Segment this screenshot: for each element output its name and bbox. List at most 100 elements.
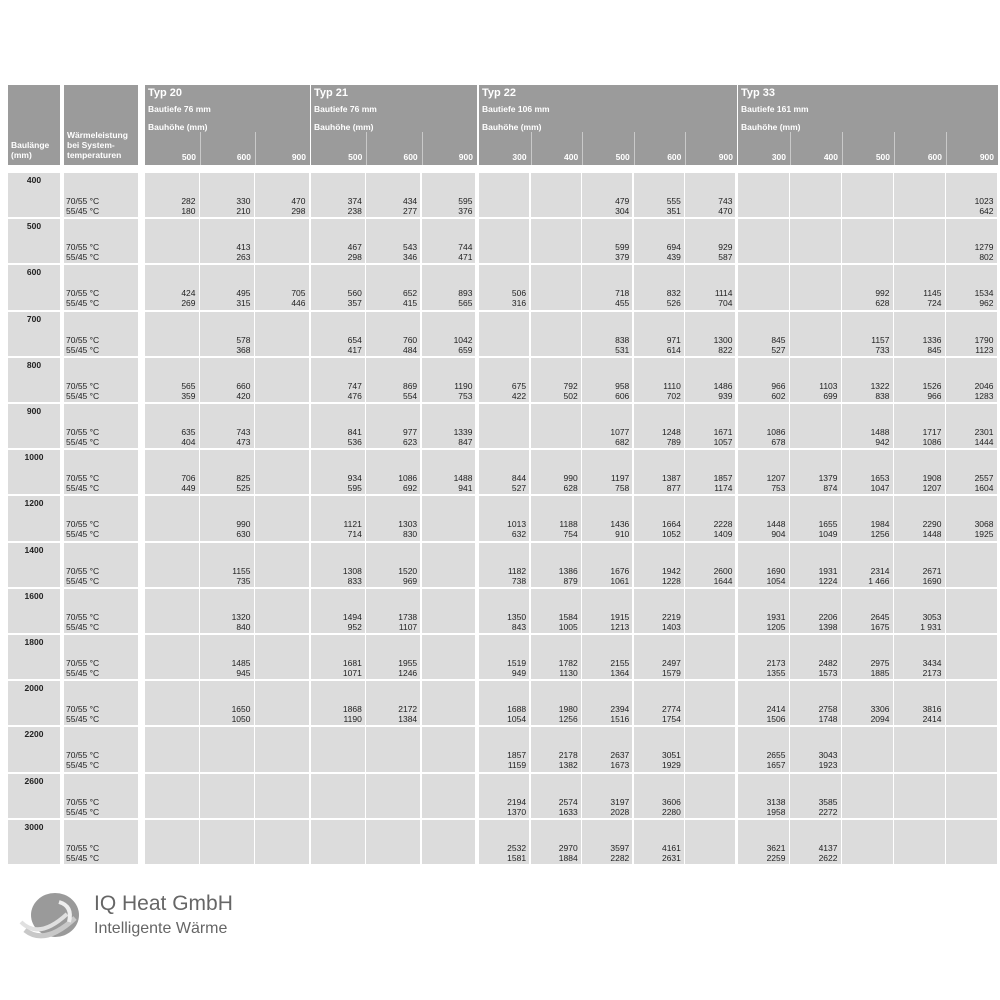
row-length: 400	[26, 175, 42, 185]
value-55-45: 952	[347, 621, 362, 632]
value-55-45: 910	[615, 529, 630, 540]
table-cell: 2970 1884	[530, 819, 581, 864]
table-cell: 1086 678	[738, 404, 789, 449]
value-70-55: 966	[771, 380, 786, 391]
table-cell: 929 587	[685, 219, 736, 264]
value-70-55: 869	[402, 380, 418, 391]
table-cell	[894, 173, 945, 218]
value-55-45: 422	[511, 390, 527, 401]
value-70-55: 543	[402, 242, 418, 253]
table-cell: 1984 1256	[842, 496, 893, 541]
table-cell	[894, 727, 945, 772]
table-cell	[738, 173, 789, 218]
table-cell	[894, 819, 945, 864]
table-cell: 1486 939	[685, 357, 736, 402]
table-cell: 832 526	[633, 265, 684, 310]
value-55-45: 802	[979, 252, 994, 263]
table-cell: 1279 802	[946, 219, 997, 264]
value-70-55: 467	[347, 242, 362, 253]
value-70-55: 555	[666, 196, 681, 206]
value-70-55: 1339	[453, 427, 473, 437]
value-55-45: 754	[563, 529, 578, 540]
value-70-55: 1526	[922, 380, 942, 391]
value-70-55: 844	[511, 473, 527, 484]
table-cell	[685, 819, 736, 864]
value-55-45: 1071	[342, 668, 362, 678]
value-55-45: 439	[666, 252, 681, 263]
row-length: 2200	[24, 729, 44, 740]
value-70-55: 2574	[558, 796, 578, 807]
value-70-55: 1086	[398, 473, 418, 484]
value-70-55: 1942	[661, 565, 681, 576]
value-70-55: 705	[291, 288, 306, 299]
temp-55-45: 55/45 °C	[66, 621, 100, 632]
value-70-55: 3197	[610, 796, 630, 807]
value-70-55: 479	[615, 196, 630, 206]
value-55-45: 602	[771, 390, 786, 401]
value-55-45: 879	[563, 575, 578, 586]
value-55-45: 1057	[713, 437, 733, 447]
value-70-55: 1931	[818, 565, 838, 576]
table-cell: 424 269	[145, 265, 199, 310]
value-55-45: 1123	[975, 344, 994, 355]
table-cell: 1303 830	[366, 496, 421, 541]
table-cell: 1379 874	[790, 450, 841, 495]
table-cell: 635 404	[145, 404, 199, 449]
table-cell: 1690 1054	[738, 542, 789, 587]
value-55-45: 1086	[922, 437, 942, 447]
table-cell: 1931 1205	[738, 588, 789, 633]
value-55-45: 1644	[713, 575, 733, 586]
table-cell	[255, 542, 309, 587]
table-cell: 893 565	[421, 265, 476, 310]
table-cell: 470 298	[255, 173, 309, 218]
temp-55-45: 55/45 °C	[66, 298, 100, 309]
value-55-45: 1579	[661, 668, 681, 678]
value-70-55: 958	[615, 380, 630, 391]
value-55-45: 1448	[922, 529, 942, 540]
value-55-45: 904	[771, 529, 786, 540]
row-temperature-cell: 70/55 °C 55/45 °C	[64, 357, 138, 402]
value-70-55: 330	[236, 196, 251, 206]
row-temperature-cell: 70/55 °C 55/45 °C	[64, 588, 138, 633]
row-temperature-cell: 70/55 °C 55/45 °C	[64, 404, 138, 449]
table-cell: 1103 699	[790, 357, 841, 402]
table-cell: 374 238	[311, 173, 365, 218]
table-cell	[255, 219, 309, 264]
value-70-55: 560	[347, 288, 362, 299]
value-55-45: 628	[875, 298, 890, 309]
value-55-45: 1573	[818, 668, 838, 678]
row-length: 800	[26, 359, 42, 370]
value-55-45: 1050	[231, 714, 251, 725]
value-55-45: 415	[402, 298, 418, 309]
value-70-55: 470	[291, 196, 306, 206]
row-length-cell: 900	[8, 404, 60, 449]
table-cell: 4161 2631	[633, 819, 684, 864]
table-cell: 1790 1123	[946, 311, 997, 356]
row-length-cell: 400	[8, 173, 60, 218]
table-cell: 1182 738	[479, 542, 530, 587]
value-55-45: 471	[458, 252, 473, 263]
column-header-height: 400	[823, 152, 838, 162]
value-70-55: 1688	[507, 704, 527, 715]
value-55-45: 1364	[610, 668, 630, 678]
value-55-45: 531	[615, 344, 630, 355]
table-cell: 2574 1633	[530, 773, 581, 818]
table-cell: 1448 904	[738, 496, 789, 541]
table-cell	[790, 173, 841, 218]
table-cell	[421, 727, 476, 772]
value-55-45: 1256	[870, 529, 890, 540]
value-55-45: 1506	[766, 714, 786, 725]
value-55-45: 753	[771, 483, 786, 494]
value-55-45: 830	[402, 529, 418, 540]
value-70-55: 2046	[974, 380, 994, 391]
value-55-45: 470	[718, 206, 733, 216]
temp-55-45: 55/45 °C	[66, 206, 100, 216]
table-cell: 3621 2259	[738, 819, 789, 864]
row-length-cell: 2200	[8, 727, 60, 772]
table-cell	[255, 311, 309, 356]
value-70-55: 2173	[766, 658, 786, 668]
column-header-height: 600	[927, 152, 942, 162]
value-70-55: 2774	[661, 704, 681, 715]
column-divider	[790, 132, 791, 165]
